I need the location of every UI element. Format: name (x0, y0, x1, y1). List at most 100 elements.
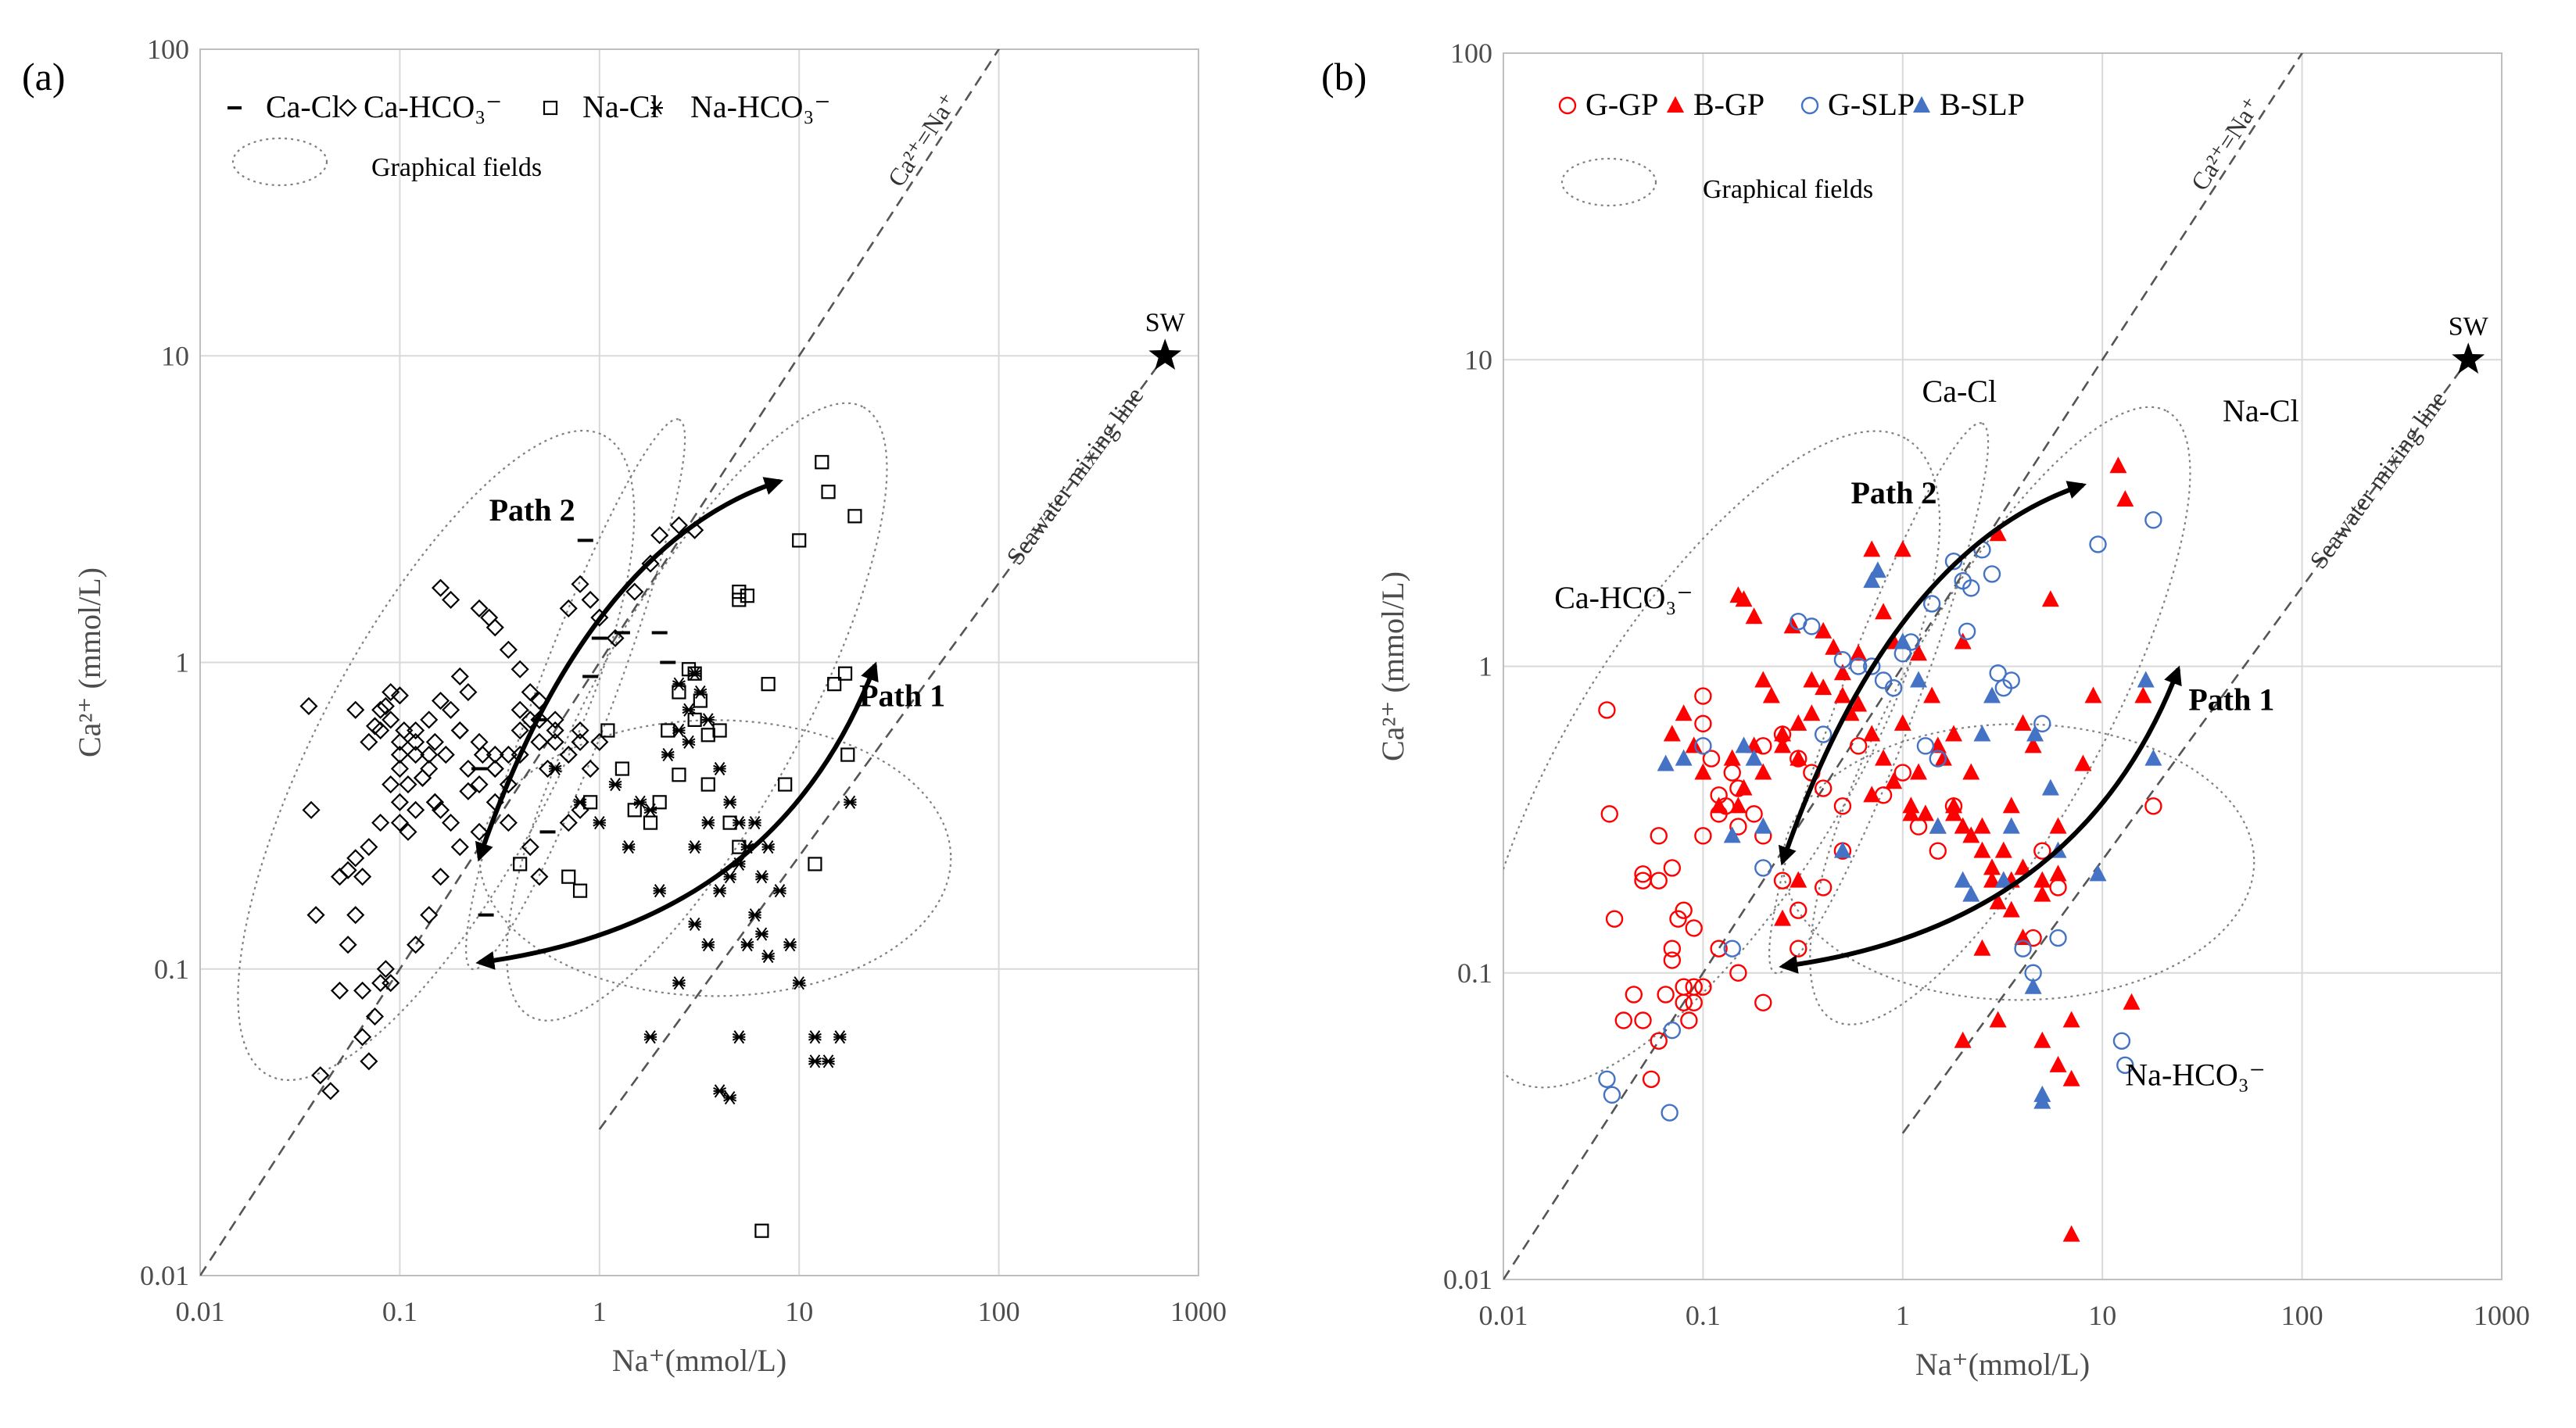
equal-line (1503, 53, 2304, 1279)
data-point (302, 800, 321, 819)
data-point (1694, 714, 1712, 733)
data-point (2084, 686, 2102, 703)
data-point (1944, 725, 1962, 742)
data-point (783, 938, 797, 952)
data-point (1663, 939, 1682, 957)
x-tick-label: 0.01 (1479, 1300, 1528, 1331)
data-point (701, 938, 715, 952)
data-point (513, 857, 528, 871)
data-point (1863, 540, 1881, 557)
data-point (390, 732, 409, 751)
data-point (442, 590, 460, 609)
data-point (761, 840, 776, 854)
data-point (1954, 632, 1972, 650)
data-point (1973, 817, 1991, 834)
data-point (833, 1030, 847, 1044)
data-point (382, 710, 400, 729)
annotation: Path 2 (489, 492, 575, 528)
data-point (561, 869, 576, 884)
data-point (571, 721, 589, 740)
data-point (754, 1223, 769, 1238)
panel-label: (b) (1321, 55, 1367, 98)
data-point (652, 795, 667, 810)
data-point (1833, 841, 1851, 858)
data-point (1675, 704, 1693, 721)
data-point (1600, 805, 1618, 823)
data-point (353, 981, 372, 1000)
data-point (701, 713, 715, 727)
data-point (1973, 725, 1991, 742)
data-point (546, 710, 564, 729)
data-point (1745, 607, 1763, 625)
data-point (1702, 750, 1721, 768)
data-point (723, 795, 737, 809)
data-point (390, 793, 409, 811)
data-point (1814, 879, 1833, 897)
data-point (2109, 456, 2127, 474)
data-point (306, 906, 325, 925)
data-point (754, 870, 769, 884)
data-point (485, 618, 504, 637)
data-point (713, 1084, 727, 1098)
data-point (572, 883, 588, 898)
data-point (1710, 796, 1728, 814)
data-point (450, 721, 469, 740)
data-point (792, 533, 807, 548)
legend-circle-icon (1800, 96, 1819, 115)
data-point (1642, 1070, 1661, 1088)
data-point (792, 976, 806, 990)
data-point (321, 1082, 340, 1101)
data-point (2123, 993, 2141, 1010)
series-B-SLP (1657, 561, 2162, 1109)
data-point (299, 696, 318, 716)
data-point (353, 1028, 372, 1047)
data-point (1614, 1011, 1632, 1029)
data-point (1973, 841, 1991, 858)
data-point (420, 746, 439, 764)
data-point (761, 677, 776, 692)
data-point (407, 732, 425, 751)
data-point (1685, 736, 1703, 753)
data-point (346, 849, 365, 868)
data-point (2041, 778, 2059, 796)
data-point (382, 974, 400, 993)
data-point (732, 585, 747, 599)
data-point (330, 981, 349, 1000)
data-point (546, 732, 564, 751)
data-point (682, 735, 696, 749)
data-point (311, 1066, 330, 1085)
data-point (390, 746, 409, 764)
data-point (1729, 796, 1747, 814)
data-point (450, 721, 469, 740)
data-point (1803, 704, 1821, 721)
y-axis-label: Ca²⁺ (mmol/L) (1375, 571, 1410, 761)
annotation: Ca-Cl (1922, 374, 1997, 409)
plot-area (1503, 53, 2470, 1279)
series-Ca-Cl (471, 539, 676, 917)
panel-b: 0.01 0.1 1 10 100 1000 0.01 0.1 1 10 100 Na⁺(mmol/L… (1321, 38, 2530, 1382)
seawater-mixing-line (598, 355, 1166, 1130)
path-arrow (475, 661, 879, 970)
data-point (450, 667, 469, 686)
data-point (653, 884, 667, 898)
y-axis-label: Ca²⁺ (mmol/L) (72, 567, 107, 757)
data-point (431, 691, 450, 710)
data-point (1983, 858, 2001, 875)
data-point (376, 960, 395, 979)
data-point (376, 696, 395, 716)
legend-label: Graphical fields (1703, 175, 1873, 204)
y-tick-label: 10 (161, 340, 189, 371)
annotation: Path 2 (1850, 475, 1936, 510)
data-point (2033, 1092, 2051, 1109)
legend-label: Ca-Cl (266, 89, 341, 124)
data-point (2049, 929, 2067, 947)
data-point (2062, 1011, 2080, 1028)
data-point (643, 1030, 657, 1044)
legend-label: B-GP (1693, 87, 1765, 122)
data-point (1657, 986, 1675, 1004)
data-point (672, 768, 686, 782)
data-point (2116, 1056, 2134, 1075)
data-point (459, 682, 478, 702)
data-point (511, 660, 529, 678)
